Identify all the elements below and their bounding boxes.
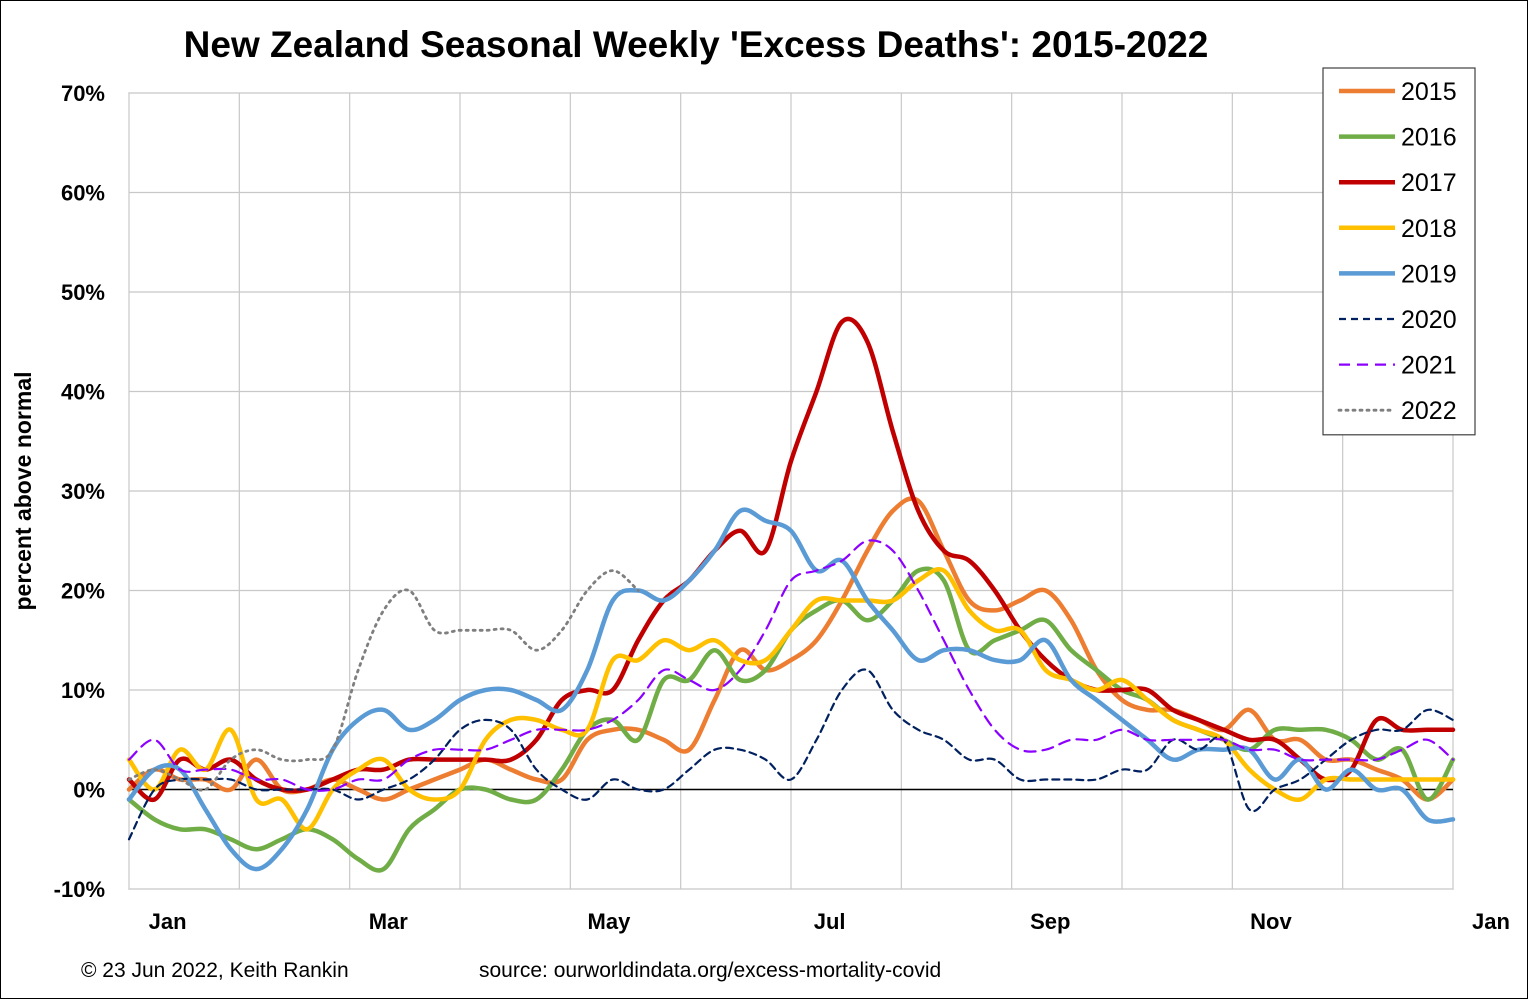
x-tick-label: Sep (1030, 909, 1070, 934)
y-tick-label: 40% (61, 380, 105, 405)
grid (128, 92, 1454, 890)
series-line-2021 (127, 539, 1455, 792)
x-tick-label: Nov (1250, 909, 1292, 934)
y-tick-label: 0% (73, 778, 105, 803)
chart-title: New Zealand Seasonal Weekly 'Excess Deat… (184, 24, 1209, 65)
legend-label-2018: 2018 (1401, 215, 1457, 243)
series-line-2019 (126, 507, 1456, 872)
legend-label-2020: 2020 (1401, 306, 1457, 334)
legend-label-2016: 2016 (1401, 124, 1457, 152)
footer-source: source: ourworldindata.org/excess-mortal… (479, 959, 941, 982)
legend-label-2019: 2019 (1401, 260, 1457, 288)
y-tick-label: 70% (61, 81, 105, 106)
legend-box (1322, 67, 1476, 436)
series-line-2020 (127, 668, 1455, 841)
legend: 2015 2016 2017 2018 2019 2020 2021 2022 (1322, 67, 1476, 436)
x-axis-ticks: Jan Mar May Jul Sep Nov Jan (149, 909, 1510, 934)
series-line-2018 (126, 567, 1456, 832)
series-line-2015 (126, 496, 1456, 802)
series-lines (126, 316, 1456, 873)
x-tick-label: Jan (1472, 909, 1510, 934)
legend-label-2017: 2017 (1401, 169, 1457, 197)
y-axis-label: percent above normal (10, 371, 36, 610)
x-tick-label: Mar (369, 909, 409, 934)
legend-label-2015: 2015 (1401, 78, 1457, 106)
footer-credit: © 23 Jun 2022, Keith Rankin (81, 959, 349, 982)
y-tick-label: 20% (61, 579, 105, 604)
x-tick-label: May (588, 909, 632, 934)
x-tick-label: Jan (149, 909, 187, 934)
y-tick-label: 10% (61, 678, 105, 703)
y-tick-label: -10% (54, 877, 105, 902)
y-tick-label: 30% (61, 479, 105, 504)
x-tick-label: Jul (814, 909, 846, 934)
legend-label-2021: 2021 (1401, 352, 1457, 380)
y-tick-label: 50% (61, 280, 105, 305)
y-axis-ticks: -10% 0% 10% 20% 30% 40% 50% 60% 70% (54, 81, 105, 902)
series-line-2022 (127, 569, 640, 792)
legend-label-2022: 2022 (1401, 397, 1457, 425)
y-tick-label: 60% (61, 181, 105, 206)
